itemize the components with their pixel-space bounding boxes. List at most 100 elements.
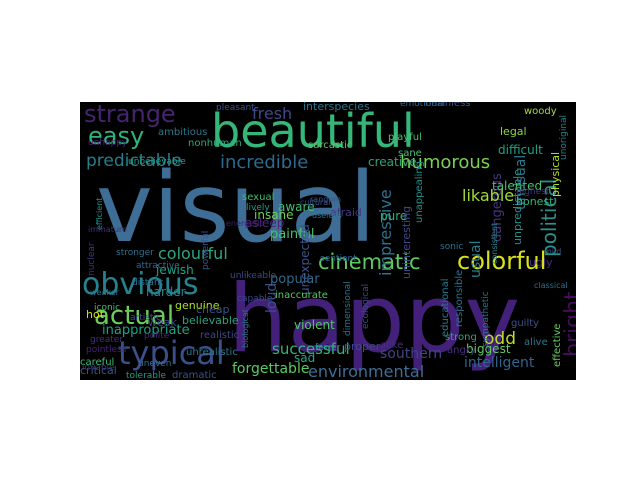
word-fresh: fresh: [252, 104, 292, 123]
word-proper: proper: [344, 340, 381, 353]
word-sane: sane: [398, 148, 422, 159]
word-sarcastic: sarcastic: [308, 140, 352, 151]
word-beautiful: beautiful: [211, 104, 415, 158]
word-predictable: predictable: [86, 151, 182, 171]
word-legal: legal: [500, 125, 527, 138]
word-unbelievable: unbelievable: [128, 157, 186, 167]
word-insane: insane: [254, 208, 294, 222]
word-intelligent: intelligent: [464, 355, 535, 371]
word-alike: alike: [380, 340, 403, 351]
word-sympathetic: sympathetic: [481, 291, 491, 347]
word-impressive: impressive: [376, 189, 395, 276]
word-easy: easy: [88, 122, 144, 150]
word-sad: sad: [294, 351, 315, 365]
word-hot: hot: [86, 308, 105, 321]
word-bright: bright: [561, 291, 576, 357]
word-visual: visual: [96, 152, 376, 264]
word-unusual: unusual: [513, 155, 529, 210]
word-polite: polite: [144, 331, 170, 341]
word-unexpected: unexpected: [298, 224, 312, 295]
word-capable: capable: [237, 294, 273, 304]
word-colorful: colorful: [457, 247, 546, 275]
word-tolerable: tolerable: [126, 371, 167, 380]
word-unappealing: unappealing: [414, 161, 425, 223]
word-colourful: colourful: [158, 244, 228, 263]
word-fewer: fewer: [315, 343, 341, 353]
word-biological: biological: [241, 310, 250, 348]
word-pure: pure: [380, 209, 407, 223]
word-actual: actual: [94, 301, 174, 331]
word-immature: immature: [88, 225, 127, 234]
word-political: political: [537, 179, 561, 257]
word-emotional: emotional: [400, 102, 445, 109]
word-weak: weak: [148, 316, 178, 329]
word-successful: successful: [272, 340, 350, 358]
word-jewish: jewish: [155, 263, 194, 277]
word-cloud: visual happy beautiful strange obvious typica…: [80, 102, 576, 380]
word-incredible: incredible: [220, 152, 308, 173]
word-angry: angry: [447, 345, 476, 356]
word-honest: honest: [516, 195, 554, 208]
word-afraid: afraid: [330, 206, 362, 219]
word-creative: creative: [368, 155, 417, 169]
word-energetic: energetic: [226, 219, 264, 228]
word-interspecies: interspecies: [303, 102, 370, 113]
word-uninteresting: uninteresting: [400, 206, 413, 279]
word-sonic: sonic: [440, 242, 463, 252]
word-cinematic: cinematic: [318, 250, 421, 274]
word-dangerous: dangerous: [490, 173, 505, 242]
word-harder: harder: [146, 285, 186, 299]
word-consistent: consistent: [490, 223, 499, 264]
word-loud: loud: [264, 283, 280, 313]
word-effective: effective: [552, 324, 563, 367]
word-humorous: humorous: [400, 152, 490, 173]
word-happy: happy: [228, 265, 520, 374]
word-sexual: sexual: [242, 192, 274, 203]
word-typical: typical: [118, 334, 225, 372]
word-popular: popular: [270, 272, 320, 287]
word-aware: aware: [278, 200, 315, 214]
word-classical: classical: [534, 281, 568, 290]
word-woody: woody: [524, 106, 557, 117]
word-strong: strong: [445, 332, 477, 343]
word-unrealistic: unrealistic: [186, 347, 238, 358]
word-powerful: powerful: [201, 231, 211, 270]
word-physical: physical: [549, 152, 562, 197]
word-inappropriate: inappropriate: [102, 323, 190, 338]
word-lively: lively: [246, 203, 270, 213]
word-pleasant: pleasant: [216, 103, 255, 113]
word-highest: highest: [516, 187, 550, 197]
word-asleep: asleep: [245, 216, 284, 230]
word-nuclear: nuclear: [87, 242, 97, 276]
word-violent: violent: [294, 318, 335, 332]
word-careful: careful: [80, 357, 114, 368]
word-stronger: stronger: [116, 248, 154, 258]
word-lovable: lovable: [82, 363, 115, 373]
word-iconic: iconic: [94, 303, 120, 313]
word-playful: playful: [388, 132, 422, 143]
word-educational: educational: [440, 278, 451, 337]
word-responsible: responsible: [454, 270, 465, 327]
word-southern: southern: [380, 346, 442, 362]
word-unpredictable: unpredictable: [511, 169, 524, 245]
word-unhappy: unhappy: [88, 138, 128, 148]
word-pointless: pointless: [86, 345, 127, 355]
word-forgettable: forgettable: [232, 361, 309, 377]
word-ugly: ugly: [529, 256, 553, 269]
word-biggest: biggest: [466, 342, 511, 356]
word-greater: greater: [90, 335, 123, 345]
word-odd: odd: [484, 329, 516, 349]
word-likable: likable: [462, 186, 514, 205]
word-nonhuman: nonhuman: [188, 138, 242, 149]
word-ecological: ecological: [361, 284, 371, 329]
word-attractive: attractive: [136, 261, 180, 271]
word-random: random: [310, 195, 341, 204]
word-unoriginal: unoriginal: [559, 115, 569, 160]
word-weaker: weaker: [90, 288, 120, 297]
word-painful: painful: [270, 227, 315, 242]
word-realistic: realistic: [200, 330, 239, 341]
word-harmless: harmless: [425, 102, 471, 109]
word-distant: distant: [132, 278, 164, 288]
word-useless: useless: [312, 211, 342, 220]
word-inaccurate: inaccurate: [275, 290, 328, 301]
